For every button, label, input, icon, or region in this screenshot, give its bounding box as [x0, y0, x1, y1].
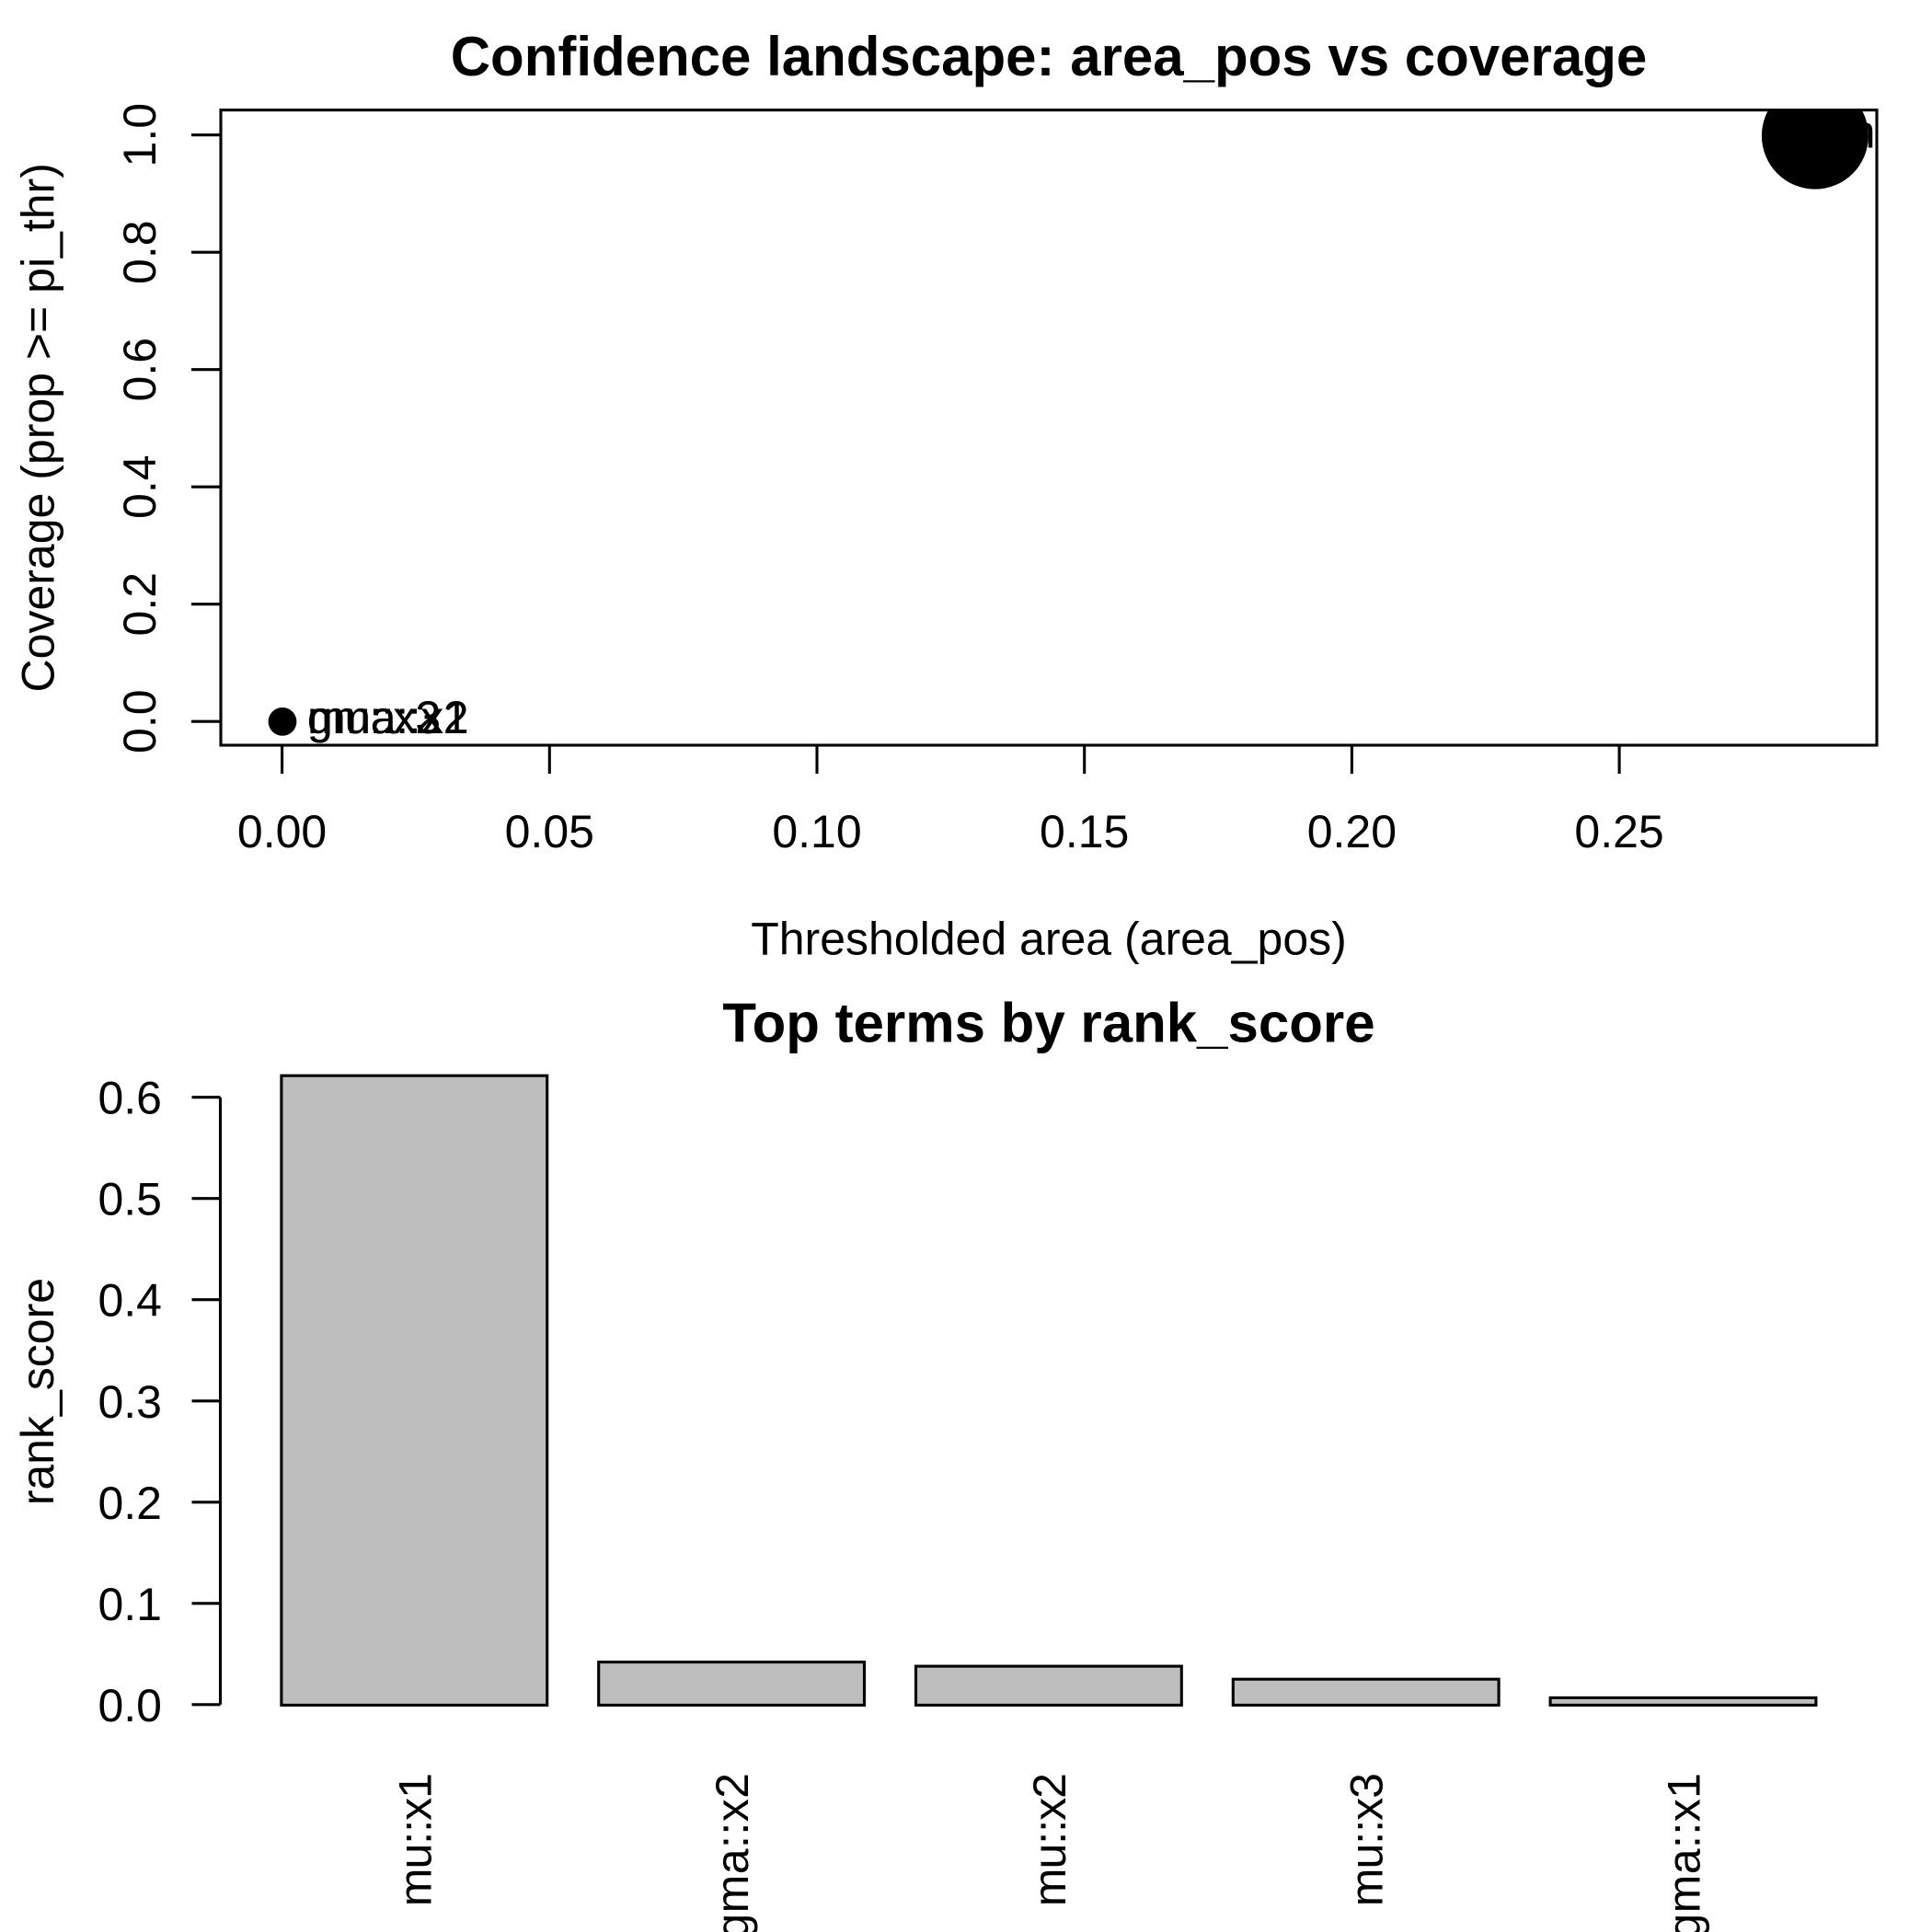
svg-text:gma::x2: gma::x2 [707, 1773, 758, 1932]
svg-text:gma::x1: gma::x1 [1659, 1773, 1710, 1932]
svg-text:0.20: 0.20 [1307, 806, 1397, 857]
svg-text:0.4: 0.4 [114, 454, 166, 519]
svg-text:Thresholded area (area_pos): Thresholded area (area_pos) [751, 914, 1347, 965]
svg-text:1.0: 1.0 [114, 103, 166, 167]
svg-text:0.8: 0.8 [114, 220, 166, 284]
svg-text:rank_score: rank_score [12, 1278, 63, 1505]
svg-text:0.2: 0.2 [98, 1478, 162, 1529]
svg-text:0.25: 0.25 [1574, 806, 1663, 857]
svg-text:mu::x1: mu::x1 [389, 1773, 441, 1906]
svg-text:mu::x2: mu::x2 [1024, 1773, 1075, 1906]
svg-text:0.6: 0.6 [114, 338, 166, 402]
svg-text:0.00: 0.00 [237, 806, 327, 857]
svg-text:Coverage (prop >= pi_thr): Coverage (prop >= pi_thr) [13, 163, 64, 692]
svg-text:0.0: 0.0 [114, 689, 166, 753]
svg-text:Confidence landscape: area_pos: Confidence landscape: area_pos vs covera… [451, 26, 1648, 87]
svg-text:mu::x3: mu::x3 [307, 692, 441, 743]
svg-text:mu::x3: mu::x3 [1341, 1773, 1393, 1906]
svg-text:0.1: 0.1 [98, 1579, 162, 1630]
svg-text:0.5: 0.5 [98, 1174, 162, 1225]
svg-text:gma::x2: gma::x2 [307, 692, 469, 743]
svg-text:0.0: 0.0 [98, 1680, 162, 1731]
svg-text:0.2: 0.2 [114, 572, 166, 637]
svg-text:Top terms by rank_score: Top terms by rank_score [722, 993, 1374, 1054]
svg-text:0.4: 0.4 [98, 1275, 162, 1327]
svg-text:0.10: 0.10 [772, 806, 861, 857]
svg-text:mu::x2: mu::x2 [307, 692, 441, 743]
svg-text:0.15: 0.15 [1040, 806, 1129, 857]
svg-text:mu::x1: mu::x1 [1836, 107, 1932, 158]
svg-text:0.3: 0.3 [98, 1376, 162, 1428]
svg-text:gma::x1: gma::x1 [307, 692, 469, 743]
svg-text:0.05: 0.05 [505, 806, 594, 857]
svg-text:0.6: 0.6 [98, 1073, 162, 1124]
